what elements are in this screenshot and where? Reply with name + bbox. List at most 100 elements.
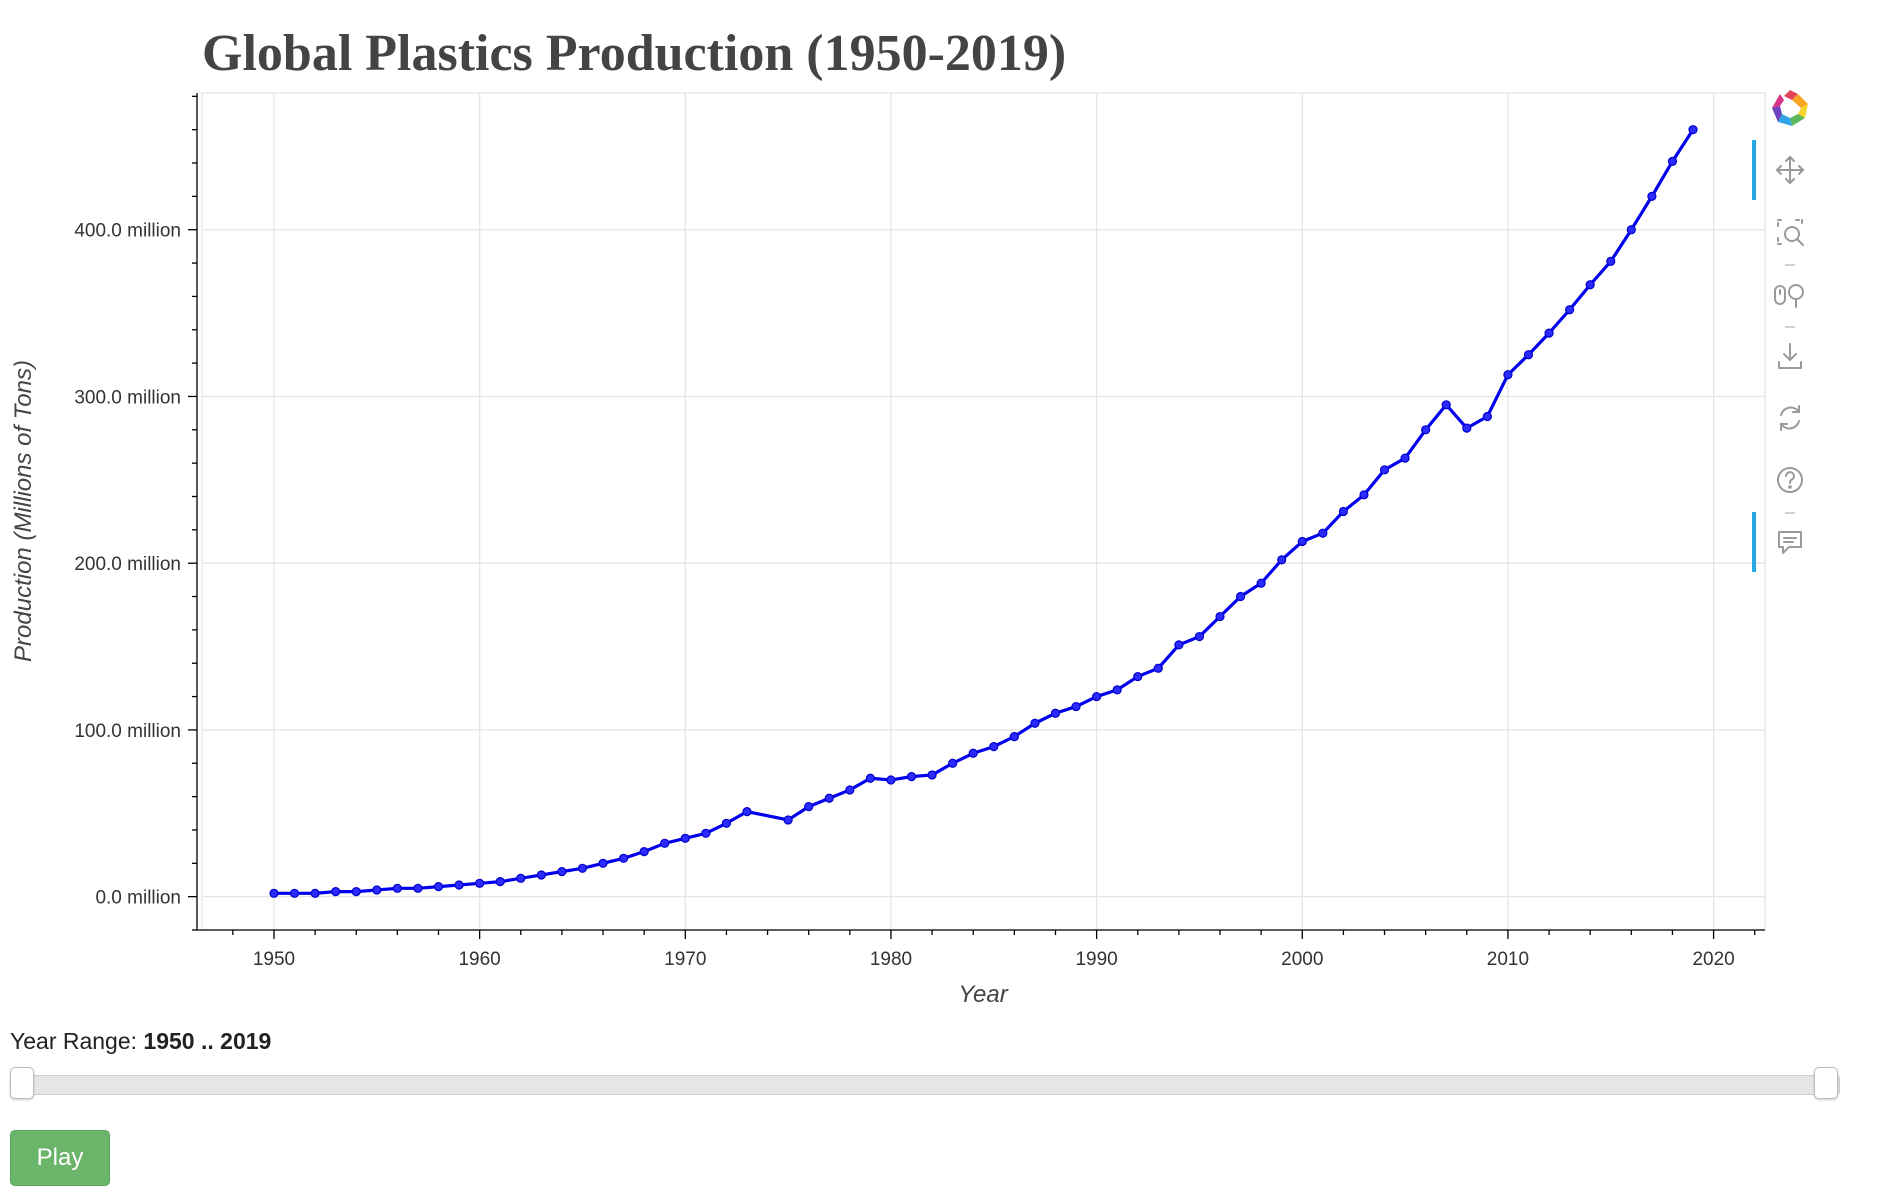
data-point	[948, 758, 958, 768]
data-point	[516, 873, 526, 883]
data-point	[1626, 225, 1636, 235]
data-point	[1215, 611, 1225, 622]
save-icon[interactable]	[1768, 334, 1812, 378]
data-point	[310, 888, 320, 898]
play-button[interactable]: Play	[10, 1130, 110, 1186]
data-point	[475, 878, 485, 888]
series-layer	[269, 125, 1698, 898]
data-point	[1359, 490, 1369, 500]
data-point	[680, 833, 690, 843]
data-point	[968, 748, 978, 758]
y-tick-label: 300.0 million	[74, 387, 181, 408]
slider-handle-end[interactable]	[1814, 1067, 1838, 1099]
x-tick-label: 2000	[1281, 949, 1323, 970]
y-tick-label: 200.0 million	[74, 554, 181, 575]
data-point	[1112, 685, 1122, 695]
data-point	[392, 883, 402, 893]
x-tick-label: 2020	[1692, 949, 1734, 970]
y-tick-label: 100.0 million	[74, 721, 181, 742]
data-point	[289, 888, 300, 898]
help-icon[interactable]	[1768, 458, 1812, 502]
pan-icon[interactable]	[1768, 148, 1812, 192]
data-point	[618, 853, 629, 863]
x-tick-label: 1960	[458, 949, 500, 970]
series-line	[273, 128, 1695, 895]
reset-icon[interactable]	[1768, 396, 1812, 440]
data-point	[824, 793, 834, 803]
data-point	[845, 785, 855, 795]
data-point	[660, 838, 670, 848]
data-point	[1421, 425, 1431, 435]
toolbar	[1752, 86, 1822, 606]
data-point	[1565, 305, 1575, 315]
data-point	[557, 867, 567, 877]
box-zoom-icon[interactable]	[1768, 210, 1812, 254]
data-point	[1379, 465, 1390, 475]
data-point	[804, 802, 814, 812]
data-point	[639, 847, 649, 857]
data-point	[1092, 691, 1102, 702]
data-point	[1338, 506, 1349, 517]
data-point	[927, 770, 937, 780]
data-point	[372, 885, 382, 895]
bokeh-logo-icon[interactable]	[1768, 86, 1812, 130]
axes: 1950 1960 1970 1980 1990 2000 2010 2020 0.0 mill…	[74, 93, 1765, 970]
data-point	[269, 888, 279, 898]
data-point	[1050, 708, 1061, 718]
data-point	[1256, 578, 1266, 588]
x-tick-label: 2010	[1487, 949, 1529, 970]
data-point	[783, 815, 793, 825]
data-point	[1194, 631, 1205, 642]
data-point	[1235, 591, 1246, 602]
toolbar-separator	[1785, 326, 1795, 328]
plot-frame	[201, 92, 1766, 931]
toolbar-separator	[1785, 264, 1795, 266]
slider-value: 1950 .. 2019	[143, 1028, 272, 1054]
hover-active-indicator	[1752, 512, 1756, 572]
data-point	[1133, 671, 1143, 682]
wheel-zoom-icon[interactable]	[1768, 272, 1812, 316]
data-point	[1297, 536, 1307, 547]
y-axis-label: Production (Millions of Tons)	[10, 360, 37, 662]
data-point	[1585, 280, 1595, 290]
data-point	[413, 883, 423, 893]
data-point	[1071, 701, 1081, 712]
data-point	[1009, 731, 1019, 742]
data-point	[598, 858, 608, 868]
x-axis-label: Year	[958, 981, 1008, 1008]
data-point	[1667, 156, 1678, 166]
data-point	[1174, 640, 1184, 650]
data-point	[1030, 718, 1040, 728]
toolbar-separator	[1785, 512, 1795, 514]
data-point	[906, 772, 917, 782]
x-tick-label: 1950	[253, 949, 295, 970]
data-point	[989, 741, 999, 752]
slider-title: Year Range:	[10, 1028, 144, 1054]
y-tick-label: 400.0 million	[74, 221, 181, 242]
hover-icon[interactable]	[1768, 520, 1812, 564]
data-point	[742, 807, 752, 817]
data-point	[1606, 256, 1616, 267]
chart-title: Global Plastics Production (1950-2019)	[202, 25, 1066, 82]
chart: Global Plastics Production (1950-2019) 1…	[10, 25, 1766, 1008]
data-point	[1503, 370, 1513, 380]
data-point	[454, 880, 464, 890]
data-point	[1441, 400, 1451, 410]
data-point	[1400, 453, 1410, 463]
x-tick-label: 1980	[870, 949, 912, 970]
data-point	[1688, 125, 1698, 135]
data-point	[701, 828, 711, 838]
data-point	[331, 887, 341, 897]
x-tick-label: 1990	[1075, 949, 1117, 970]
data-point	[865, 773, 875, 783]
data-point	[351, 887, 361, 897]
data-point	[1462, 423, 1472, 433]
data-point	[1523, 350, 1534, 360]
slider-handle-start[interactable]	[10, 1067, 34, 1099]
grid	[202, 93, 1765, 930]
year-range-slider[interactable]	[10, 1075, 1840, 1095]
data-point	[495, 877, 505, 887]
data-point	[1318, 528, 1328, 538]
data-point	[1647, 191, 1657, 201]
